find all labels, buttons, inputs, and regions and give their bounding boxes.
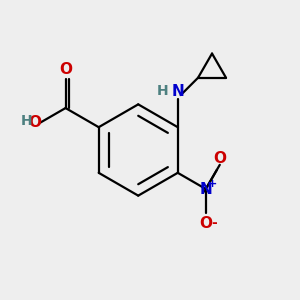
Text: N: N	[200, 182, 212, 196]
Text: H: H	[21, 114, 33, 128]
Text: O: O	[28, 115, 41, 130]
Text: N: N	[171, 84, 184, 99]
Text: H: H	[157, 84, 169, 98]
Text: O: O	[199, 215, 212, 230]
Text: O: O	[213, 151, 226, 166]
Text: -: -	[211, 215, 217, 230]
Text: +: +	[208, 179, 217, 189]
Text: O: O	[59, 62, 72, 77]
